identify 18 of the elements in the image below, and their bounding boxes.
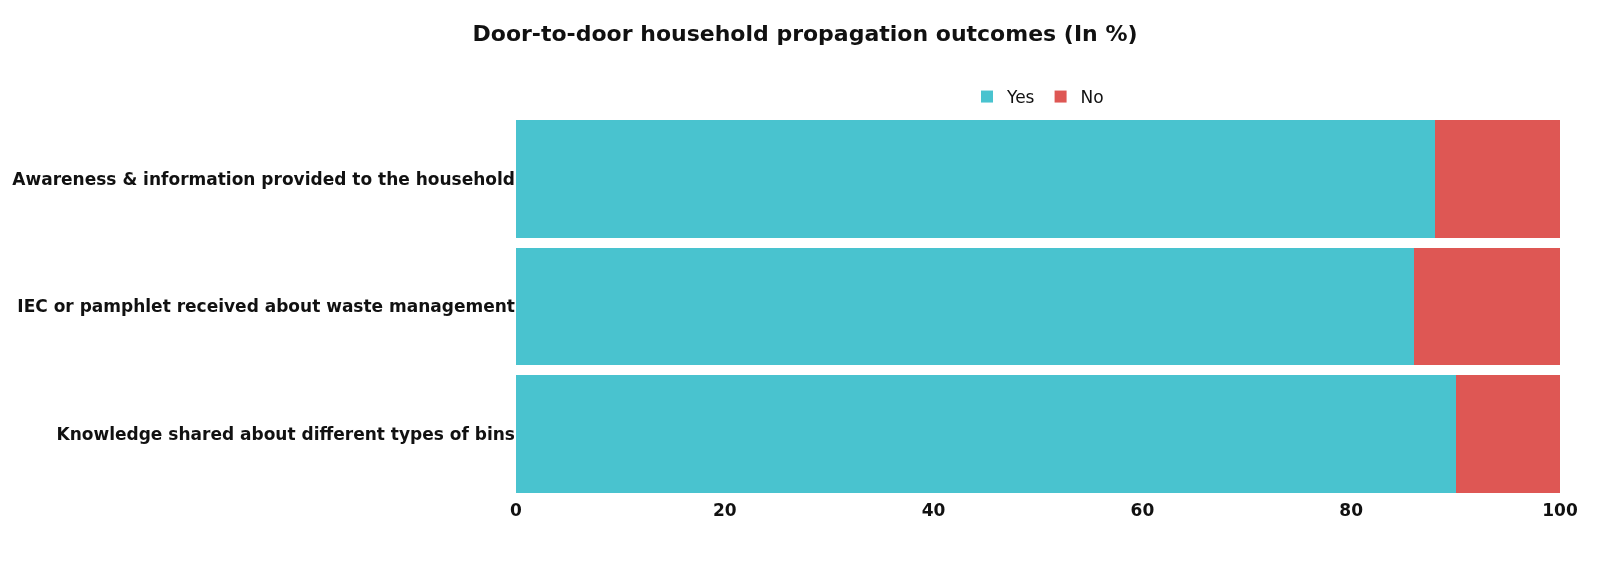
bar: [1413, 247, 1560, 366]
x-tick-label: 40: [921, 500, 946, 520]
bar: [516, 120, 1435, 238]
x-tick-label: 100: [1542, 500, 1578, 520]
x-tick-label: 0: [510, 500, 523, 520]
x-tick-label: 20: [712, 500, 737, 520]
bar: [516, 375, 1456, 493]
x-tick-label: 60: [1130, 500, 1155, 520]
y-tick-label: Awareness & information provided to the household: [12, 168, 515, 189]
chart-title: Door-to-door household propagation outcomes (In %): [472, 21, 1138, 47]
bar: [1455, 375, 1560, 493]
y-tick-label: Knowledge shared about different types of bins: [56, 424, 515, 445]
x-tick-label: 80: [1339, 500, 1364, 520]
y-tick-label: IEC or pamphlet received about waste management: [17, 296, 515, 317]
legend-label: Yes: [1006, 87, 1035, 108]
bar: [1434, 120, 1560, 238]
bar: [516, 247, 1414, 366]
legend-label: No: [1080, 87, 1104, 108]
